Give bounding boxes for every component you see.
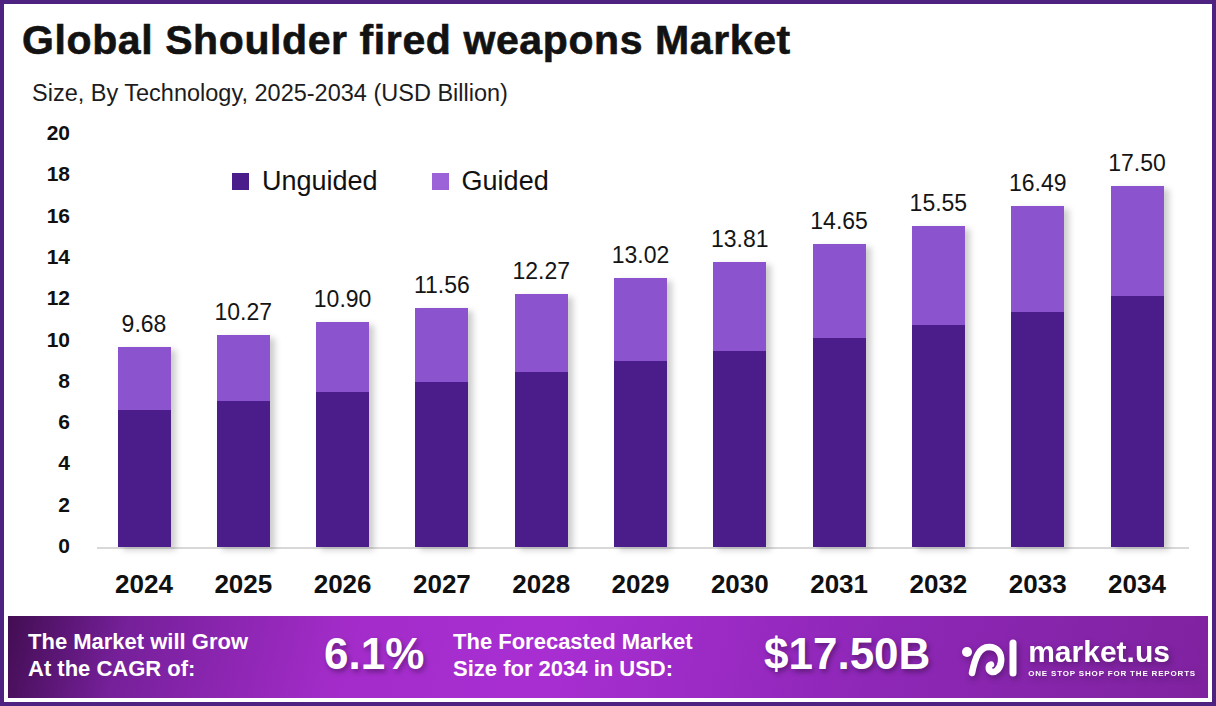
bar-2030 <box>713 262 766 547</box>
bar-segment-unguided <box>415 382 468 547</box>
legend-swatch-unguided <box>232 173 249 190</box>
x-axis-label: 2034 <box>1077 569 1197 600</box>
bar-segment-guided <box>316 322 369 392</box>
bar-segment-guided <box>813 244 866 338</box>
bar-segment-guided <box>1111 186 1164 296</box>
bar-segment-unguided <box>813 338 866 547</box>
footer-banner: The Market will Grow At the CAGR of: 6.1… <box>8 616 1208 698</box>
y-axis-tick-label: 4 <box>20 451 70 475</box>
y-axis-tick-label: 20 <box>20 121 70 145</box>
bar-segment-guided <box>1011 206 1064 311</box>
bar-2032 <box>912 226 965 547</box>
bar-segment-guided <box>118 347 171 410</box>
x-axis-line <box>97 547 1189 549</box>
bar-segment-unguided <box>515 372 568 546</box>
brand-name: market.us <box>1028 638 1196 666</box>
bar-segment-guided <box>713 262 766 351</box>
bar-segment-guided <box>912 226 965 325</box>
bar-segment-unguided <box>713 351 766 547</box>
bar-2034 <box>1111 186 1164 547</box>
bar-2028 <box>515 294 568 547</box>
y-axis-tick-label: 16 <box>20 204 70 228</box>
cagr-value: 6.1% <box>324 629 424 679</box>
y-axis-tick-label: 0 <box>20 534 70 558</box>
forecast-label: The Forecasted Market Size for 2034 in U… <box>453 628 693 682</box>
bar-segment-guided <box>515 294 568 373</box>
y-axis-tick-label: 2 <box>20 493 70 517</box>
cagr-label: The Market will Grow At the CAGR of: <box>28 628 248 682</box>
forecast-value: $17.50B <box>764 629 930 679</box>
bar-segment-guided <box>614 278 667 361</box>
y-axis-tick-label: 12 <box>20 286 70 310</box>
chart-legend: Unguided Guided <box>232 166 549 197</box>
y-axis-tick-label: 18 <box>20 162 70 186</box>
legend-swatch-guided <box>432 173 449 190</box>
brand-logo: market.us ONE STOP SHOP FOR THE REPORTS <box>962 636 1196 680</box>
bar-2025 <box>217 335 270 547</box>
bar-segment-unguided <box>912 325 965 547</box>
brand-text: market.us ONE STOP SHOP FOR THE REPORTS <box>1028 638 1196 678</box>
y-axis-tick-label: 10 <box>20 328 70 352</box>
bar-segment-unguided <box>1111 296 1164 547</box>
bar-2027 <box>415 308 468 547</box>
bar-segment-unguided <box>217 401 270 547</box>
bar-2026 <box>316 322 369 547</box>
page-title: Global Shoulder fired weapons Market <box>22 17 791 64</box>
bar-2031 <box>813 244 866 547</box>
market-us-icon <box>962 636 1020 680</box>
bar-segment-unguided <box>1011 312 1064 547</box>
y-axis-tick-label: 14 <box>20 245 70 269</box>
y-axis-tick-label: 8 <box>20 369 70 393</box>
infographic-page: Global Shoulder fired weapons Market Siz… <box>0 0 1216 706</box>
brand-tagline: ONE STOP SHOP FOR THE REPORTS <box>1028 669 1196 678</box>
y-axis-tick-label: 6 <box>20 410 70 434</box>
bar-segment-guided <box>415 308 468 382</box>
legend-label-guided: Guided <box>462 166 549 197</box>
bar-segment-guided <box>217 335 270 401</box>
bar-total-label: 17.50 <box>1077 150 1197 177</box>
legend-label-unguided: Unguided <box>262 166 378 197</box>
bar-segment-unguided <box>614 361 667 547</box>
bar-2024 <box>118 347 171 547</box>
bar-2033 <box>1011 206 1064 547</box>
page-subtitle: Size, By Technology, 2025-2034 (USD Bill… <box>32 80 508 107</box>
bar-2029 <box>614 278 667 547</box>
bar-segment-unguided <box>118 410 171 547</box>
bar-segment-unguided <box>316 392 369 547</box>
